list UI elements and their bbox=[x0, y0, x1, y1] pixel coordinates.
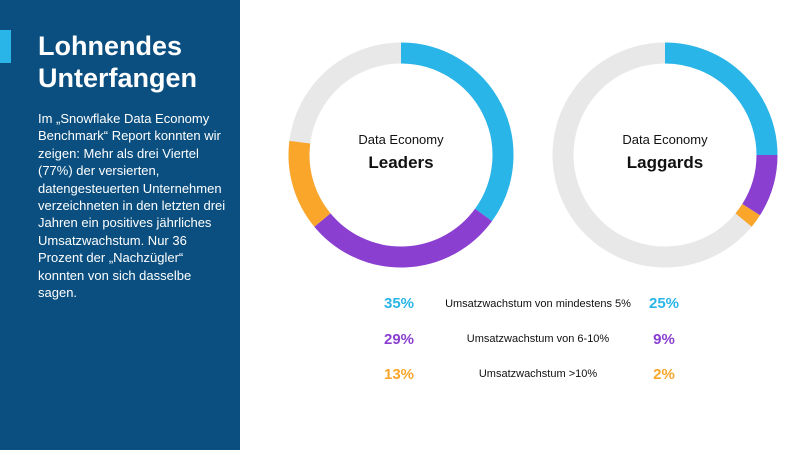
donut-laggards bbox=[552, 42, 778, 268]
laggards-label-big: Laggards bbox=[626, 153, 704, 172]
leaders-segment-2 bbox=[288, 140, 331, 227]
slide-title: Lohnendes Unterfangen bbox=[38, 30, 233, 94]
leaders-value-0: 35% bbox=[383, 295, 415, 312]
title-line-1: Lohnendes bbox=[38, 31, 183, 61]
leaders-segment-1 bbox=[314, 208, 493, 268]
laggards-value-2: 2% bbox=[653, 366, 675, 383]
laggards-label: Data Economy Laggards bbox=[585, 132, 745, 173]
title-line-2: Unterfangen bbox=[38, 63, 198, 93]
laggards-segment-0 bbox=[664, 42, 778, 156]
laggards-segment-2 bbox=[735, 203, 760, 227]
leaders-label: Data Economy Leaders bbox=[321, 132, 481, 173]
sidebar: Lohnendes Unterfangen Im „Snowflake Data… bbox=[0, 0, 240, 450]
category-label-0: Umsatzwachstum von mindestens 5% bbox=[445, 298, 631, 310]
laggards-label-small: Data Economy bbox=[622, 132, 708, 147]
laggards-segment-1 bbox=[742, 154, 778, 216]
leaders-label-small: Data Economy bbox=[358, 132, 444, 147]
category-label-2: Umsatzwachstum >10% bbox=[478, 368, 598, 380]
laggards-value-0: 25% bbox=[648, 295, 680, 312]
leaders-value-2: 13% bbox=[383, 366, 415, 383]
leaders-segment-0 bbox=[400, 42, 514, 222]
laggards-value-1: 9% bbox=[653, 331, 675, 348]
body-text: Im „Snowflake Data Economy Benchmark“ Re… bbox=[38, 111, 226, 301]
donut-charts bbox=[288, 42, 778, 268]
category-label-1: Umsatzwachstum von 6-10% bbox=[466, 333, 610, 345]
donut-leaders bbox=[288, 42, 514, 268]
leaders-label-big: Leaders bbox=[368, 153, 434, 172]
leaders-value-1: 29% bbox=[383, 331, 415, 348]
accent-bar bbox=[0, 30, 11, 63]
